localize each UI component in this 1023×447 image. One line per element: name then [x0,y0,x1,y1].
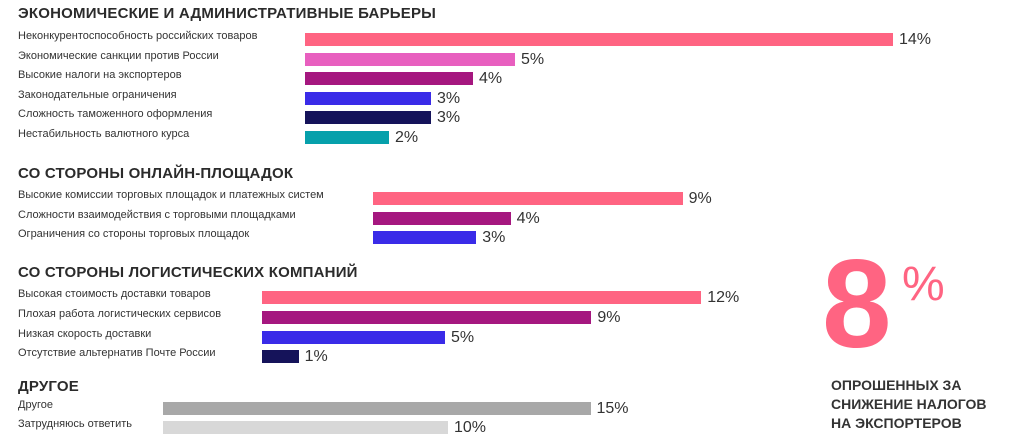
bar [163,402,591,415]
value-label: 4% [516,209,540,227]
value-label: 5% [451,328,475,346]
bar-label: Затрудняюсь ответить [18,417,133,430]
value-label: 2% [395,128,419,146]
bar-label: Высокая стоимость доставки товаров [18,288,211,300]
bar [305,130,389,144]
value-label: 10% [454,418,487,436]
bar [262,310,592,324]
bar-label: Низкая скорость доставки [18,327,152,340]
value-label: 12% [707,289,740,306]
value-label: 5% [521,50,545,68]
callout-line: ОПРОШЕННЫХ ЗА [831,377,962,393]
value-label: 1% [304,348,328,366]
value-label: 4% [479,70,503,87]
bar-label: Отсутствие альтернатив Почте России [18,347,216,360]
value-label: 9% [597,308,621,326]
bar-label: Сложность таможенного оформления [18,108,213,120]
bar-label: Законодательные ограничения [18,88,177,101]
callout-text: ОПРОШЕННЫХ ЗА СНИЖЕНИЕ НАЛОГОВ НА ЭКСПОР… [831,376,987,433]
bar [262,330,445,344]
value-label: 3% [437,109,461,126]
bar [305,33,893,46]
bar [373,211,511,225]
bar [305,72,473,85]
bar [373,231,477,244]
bar-label: Неконкурентоспособность российских товар… [18,30,258,42]
bar [305,91,431,105]
bar [262,291,702,304]
callout-line: СНИЖЕНИЕ НАЛОГОВ [831,396,987,412]
callout-value: 8 [822,235,892,374]
callout-percent: % [902,258,945,311]
value-label: 15% [596,400,629,417]
value-label: 9% [688,190,712,207]
value-label: 14% [899,31,932,48]
bar [262,350,299,364]
bar [163,420,448,434]
bar [373,192,683,205]
bar-label: Ограничения со стороны торговых площадок [18,228,250,240]
bar-label: Другое [18,399,53,411]
bar-label: Плохая работа логистических сервисов [18,307,222,320]
group-title: СО СТОРОНЫ ОНЛАЙН-ПЛОЩАДОК [18,165,294,182]
bar-label: Высокие налоги на экспортеров [18,69,182,81]
bar-label: Нестабильность валютного курса [18,127,190,140]
group-title: ДРУГОЕ [18,378,80,395]
group-title: ЭКОНОМИЧЕСКИЕ И АДМИНИСТРАТИВНЫЕ БАРЬЕРЫ [18,5,437,22]
bar-label: Высокие комиссии торговых площадок и пла… [18,189,324,201]
group-title: СО СТОРОНЫ ЛОГИСТИЧЕСКИХ КОМПАНИЙ [18,264,358,281]
bar-label: Экономические санкции против России [18,49,219,62]
bar-label: Сложности взаимодействия с торговыми пло… [18,208,296,221]
callout-line: НА ЭКСПОРТЕРОВ [831,415,962,431]
bar [305,52,515,66]
bar [305,111,431,124]
value-label: 3% [437,89,461,107]
value-label: 3% [482,229,506,246]
